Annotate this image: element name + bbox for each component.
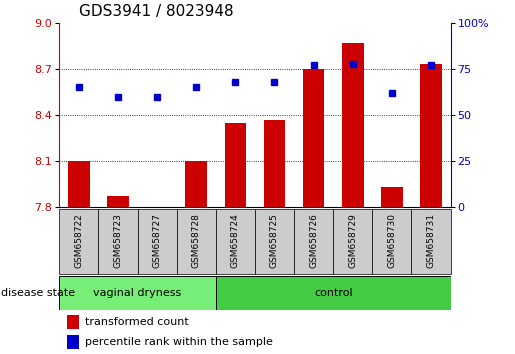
Bar (264, 120, 285, 207)
Bar (225, 123, 246, 207)
Bar (303, 69, 324, 207)
Bar (342, 43, 364, 207)
Text: disease state: disease state (1, 288, 75, 298)
Text: GSM658724: GSM658724 (231, 213, 240, 268)
Bar (67, 315, 79, 329)
Bar (255, 209, 294, 274)
Text: GSM658726: GSM658726 (309, 213, 318, 268)
Bar (59, 209, 98, 274)
Bar (107, 196, 129, 207)
Text: GSM658729: GSM658729 (348, 213, 357, 268)
Bar (411, 209, 451, 274)
Text: control: control (314, 288, 352, 298)
Bar (98, 209, 138, 274)
Text: GSM658731: GSM658731 (426, 213, 436, 268)
Bar (372, 209, 411, 274)
Bar (333, 209, 372, 274)
Bar (59, 276, 216, 310)
Text: transformed count: transformed count (84, 318, 188, 327)
Bar (420, 64, 442, 207)
Text: GSM658728: GSM658728 (192, 213, 201, 268)
Text: GSM658725: GSM658725 (270, 213, 279, 268)
Text: GSM658730: GSM658730 (387, 213, 397, 268)
Bar (185, 161, 207, 207)
Text: GSM658723: GSM658723 (113, 213, 123, 268)
Text: GSM658722: GSM658722 (74, 213, 83, 268)
Bar (177, 209, 216, 274)
Bar (381, 187, 403, 207)
Text: vaginal dryness: vaginal dryness (93, 288, 182, 298)
Bar (138, 209, 177, 274)
Bar (216, 209, 255, 274)
Bar (294, 209, 333, 274)
Bar (68, 161, 90, 207)
Text: GSM658727: GSM658727 (152, 213, 162, 268)
Text: percentile rank within the sample: percentile rank within the sample (84, 337, 272, 347)
Bar (67, 335, 79, 348)
Bar (216, 276, 451, 310)
Text: GDS3941 / 8023948: GDS3941 / 8023948 (79, 4, 233, 19)
